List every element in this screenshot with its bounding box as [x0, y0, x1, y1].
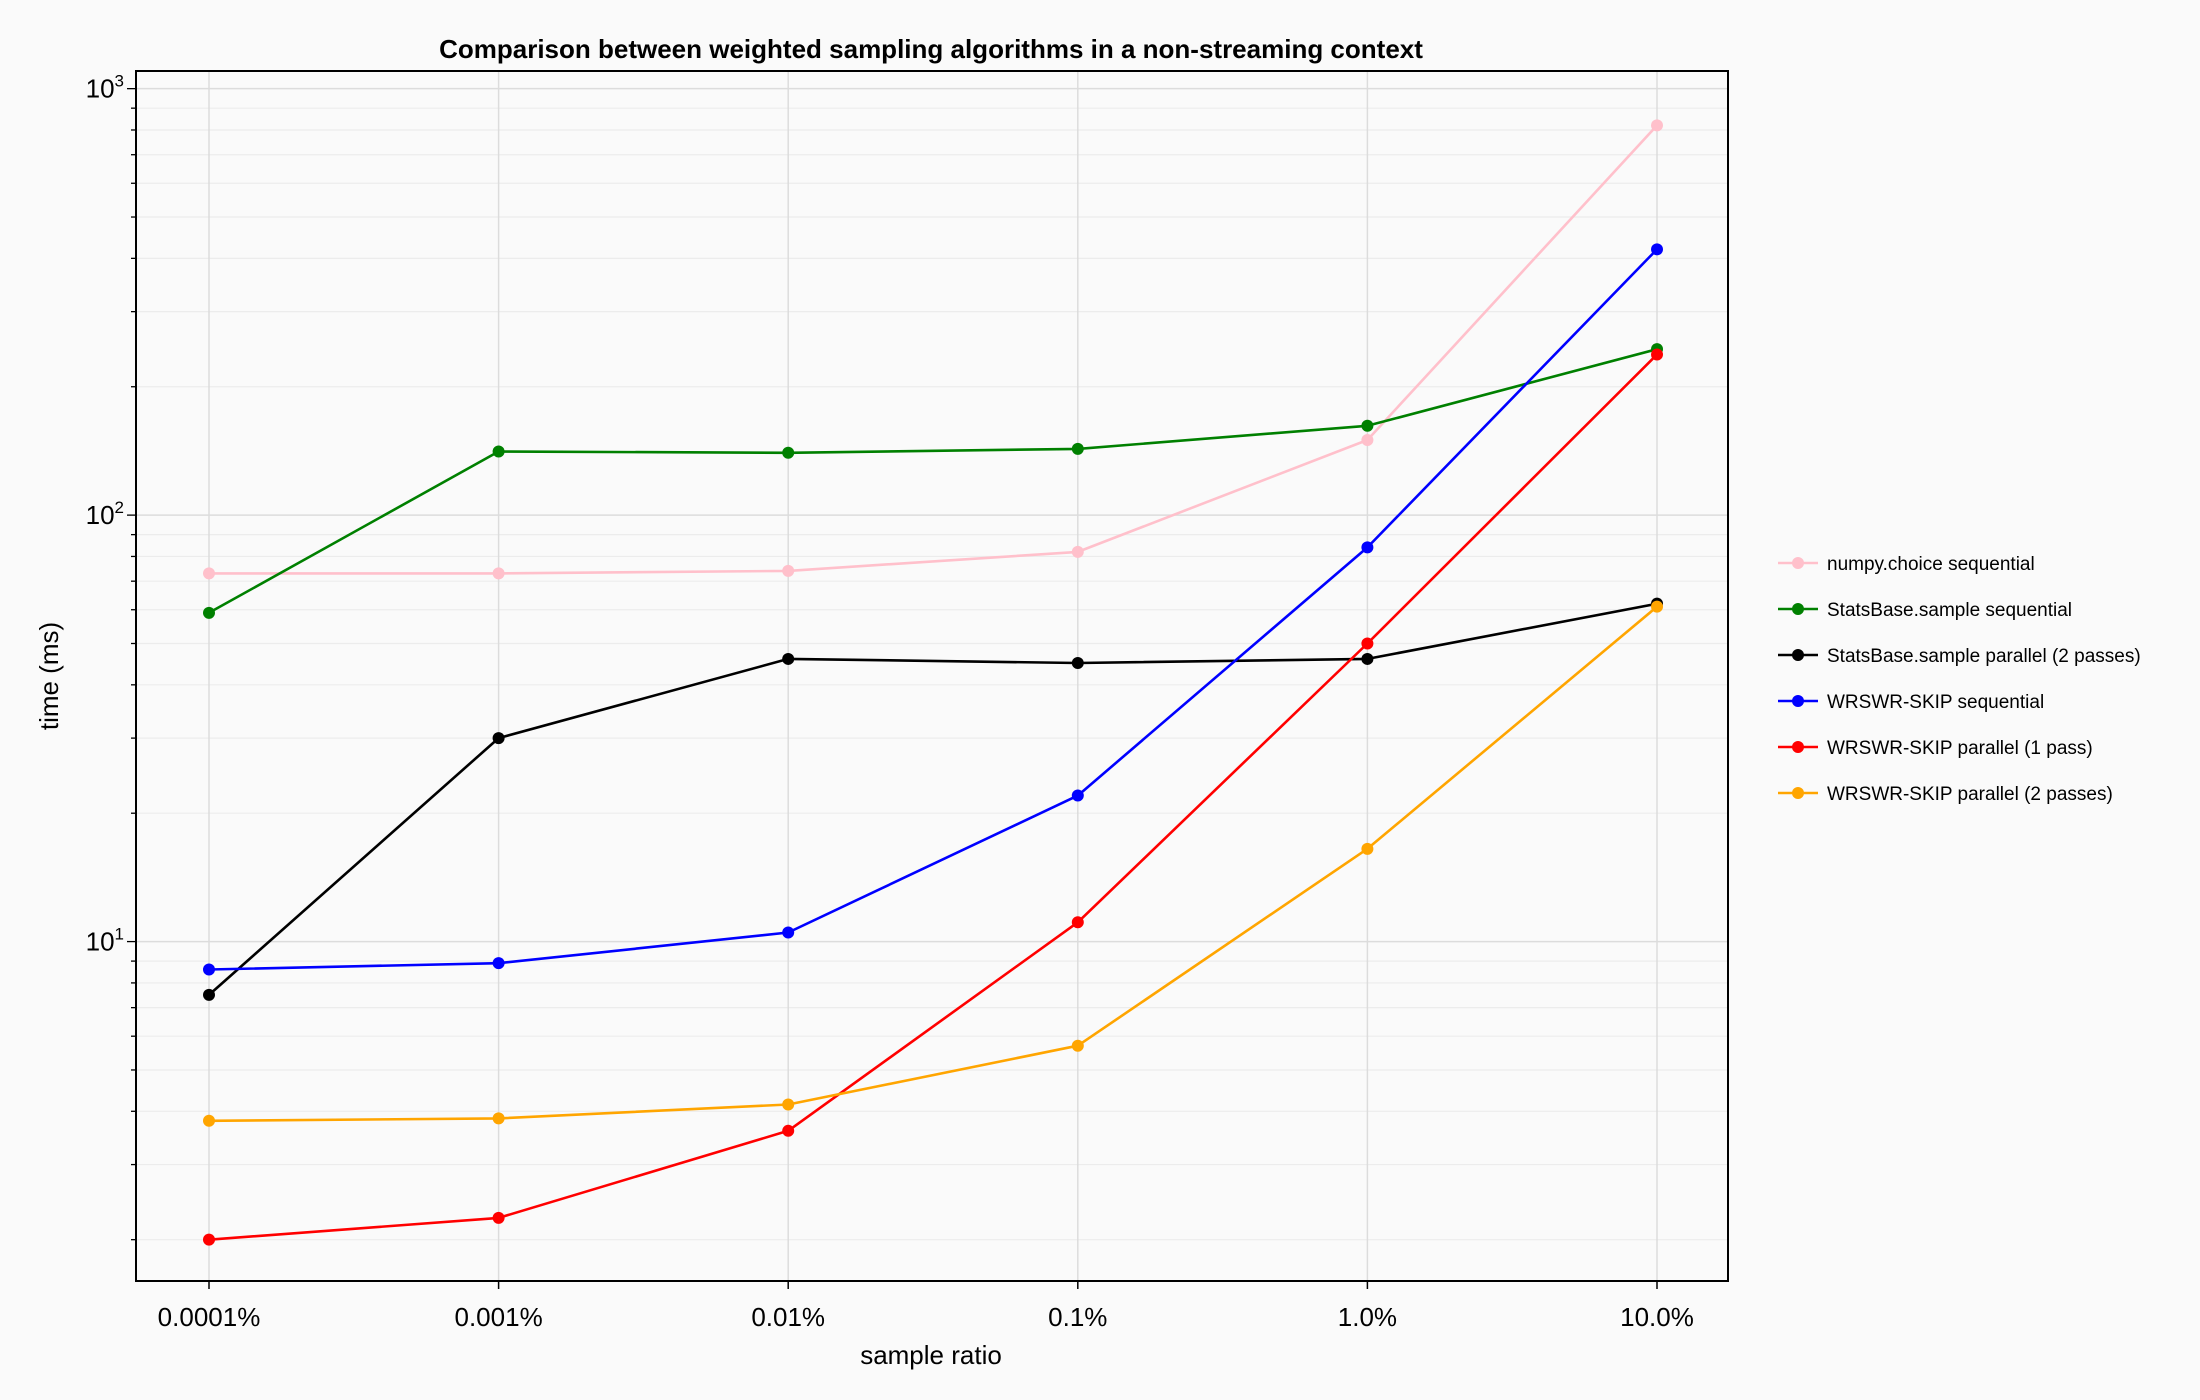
data-point [1071, 789, 1084, 802]
legend: numpy.choice sequential StatsBase.sample … [1778, 554, 2141, 805]
legend-swatch-marker [1792, 557, 1804, 569]
series-line [208, 347, 1658, 614]
x-tick-label: 1.0% [1338, 1302, 1397, 1332]
legend-label: numpy.choice sequential [1827, 554, 2035, 575]
x-tick-label: 0.1% [1048, 1302, 1107, 1332]
series-line [208, 605, 1658, 1123]
data-point [1651, 600, 1663, 613]
y-ticks: 101 102 103 [86, 72, 136, 1241]
data-point [1361, 652, 1374, 665]
data-point [1361, 541, 1374, 554]
data-point [1071, 916, 1084, 929]
data-point [203, 567, 215, 580]
y-tick-label: 102 [86, 498, 124, 530]
series-layer [203, 119, 1663, 1246]
series-line [208, 248, 1658, 971]
legend-swatch-marker [1792, 741, 1804, 753]
legend-swatch-marker [1792, 603, 1804, 615]
data-point [782, 1098, 795, 1111]
data-point [1651, 119, 1663, 132]
legend-label: StatsBase.sample parallel (2 passes) [1827, 646, 2141, 667]
data-point [1361, 419, 1374, 432]
series-line [209, 124, 1658, 575]
data-point [782, 564, 795, 577]
data-point [492, 1211, 505, 1224]
plot-area [135, 70, 1729, 1282]
x-tick-label: 0.001% [455, 1302, 543, 1332]
data-point [203, 1114, 215, 1127]
series-1 [203, 343, 1663, 619]
major-grid [136, 71, 1728, 1281]
legend-swatch-marker [1792, 695, 1804, 707]
data-point [1071, 657, 1084, 670]
legend-item: StatsBase.sample sequential [1778, 600, 2072, 621]
minor-grid [136, 107, 1728, 1241]
data-point [492, 957, 505, 970]
data-point [782, 1124, 795, 1137]
legend-item: WRSWR-SKIP parallel (1 pass) [1778, 738, 2093, 759]
legend-item: WRSWR-SKIP sequential [1778, 692, 2044, 713]
y-tick-label: 101 [86, 925, 124, 957]
legend-swatch-marker [1792, 649, 1804, 661]
data-point [1651, 243, 1663, 256]
data-point [1361, 637, 1374, 650]
data-point [203, 1233, 215, 1246]
series-2 [203, 597, 1663, 1001]
legend-label: WRSWR-SKIP sequential [1827, 692, 2044, 713]
x-ticks: 0.0001% 0.001% 0.01% 0.1% 1.0% 10.0% [158, 1281, 1694, 1332]
chart-title: Comparison between weighted sampling alg… [439, 34, 1423, 64]
x-axis-label: sample ratio [860, 1340, 1002, 1370]
y-tick-label: 103 [86, 72, 124, 104]
data-point [1361, 434, 1374, 447]
data-point [492, 732, 505, 745]
legend-label: WRSWR-SKIP parallel (2 passes) [1827, 784, 2113, 805]
series-4 [203, 348, 1663, 1246]
data-point [1071, 545, 1084, 558]
data-point [492, 445, 505, 458]
data-point [203, 606, 215, 619]
x-tick-label: 0.01% [751, 1302, 825, 1332]
legend-label: WRSWR-SKIP parallel (1 pass) [1827, 738, 2093, 759]
data-point [1071, 1039, 1084, 1052]
legend-swatch-marker [1792, 787, 1804, 799]
data-point [203, 963, 215, 976]
data-point [782, 652, 795, 665]
data-point [492, 1112, 505, 1125]
legend-label: StatsBase.sample sequential [1827, 600, 2072, 621]
y-axis-label: time (ms) [34, 622, 64, 730]
x-tick-label: 10.0% [1620, 1302, 1694, 1332]
legend-item: numpy.choice sequential [1778, 554, 2035, 575]
data-point [1651, 348, 1663, 361]
series-0 [203, 119, 1663, 580]
series-3 [203, 243, 1663, 976]
data-point [203, 988, 215, 1001]
legend-item: WRSWR-SKIP parallel (2 passes) [1778, 784, 2113, 805]
series-5 [203, 600, 1663, 1127]
x-tick-label: 0.0001% [158, 1302, 261, 1332]
legend-item: StatsBase.sample parallel (2 passes) [1778, 646, 2141, 667]
data-point [782, 926, 795, 939]
series-line [208, 602, 1658, 996]
data-point [492, 567, 505, 580]
series-line [208, 353, 1658, 1241]
data-point [1071, 442, 1084, 455]
data-point [782, 446, 795, 459]
data-point [1361, 842, 1374, 855]
